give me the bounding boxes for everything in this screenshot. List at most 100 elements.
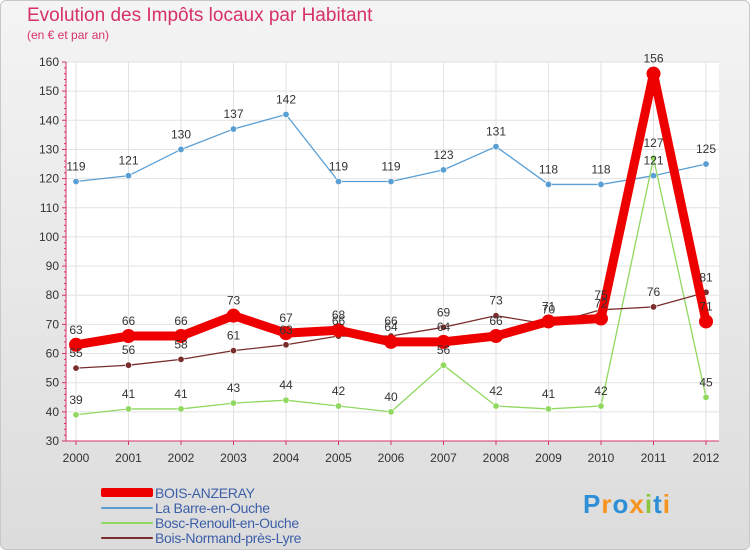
- data-label-0: 72: [594, 297, 608, 311]
- data-point-1: [125, 172, 133, 180]
- data-point-1: [649, 172, 657, 180]
- data-point-2: [177, 405, 185, 413]
- y-tick-label: 60: [46, 347, 60, 361]
- data-label-3: 75: [594, 288, 608, 302]
- data-label-3: 66: [384, 314, 398, 328]
- data-point-2: [282, 396, 290, 404]
- data-label-0: 64: [384, 320, 398, 334]
- chart-title: Evolution des Impôts locaux par Habitant: [27, 5, 373, 26]
- logo-letter: t: [653, 489, 663, 519]
- data-label-1: 119: [66, 160, 85, 174]
- data-point-1: [544, 180, 552, 188]
- data-point-1: [72, 178, 80, 186]
- data-label-2: 41: [542, 387, 556, 401]
- data-label-3: 58: [174, 337, 188, 351]
- data-label-0: 68: [332, 308, 346, 322]
- y-tick-label: 150: [39, 84, 59, 98]
- data-point-0: [594, 311, 608, 326]
- data-point-3: [649, 303, 657, 311]
- x-tick-label: 2003: [220, 451, 247, 465]
- data-label-2: 40: [384, 390, 398, 404]
- data-point-2: [230, 399, 238, 407]
- x-tick-label: 2006: [378, 451, 405, 465]
- data-point-3: [177, 355, 185, 363]
- data-label-1: 137: [223, 107, 243, 121]
- y-tick-label: 120: [39, 172, 59, 186]
- legend-label: La Barre-en-Ouche: [155, 499, 270, 516]
- data-label-1: 121: [118, 154, 138, 168]
- x-tick-label: 2009: [535, 451, 562, 465]
- data-label-1: 123: [433, 148, 453, 162]
- data-label-3: 63: [279, 323, 293, 337]
- data-point-0: [279, 326, 293, 341]
- data-point-0: [436, 334, 451, 349]
- y-tick-label: 160: [39, 55, 59, 69]
- data-label-3: 73: [489, 294, 503, 308]
- data-point-3: [492, 312, 500, 320]
- data-label-0: 156: [643, 52, 663, 66]
- legend-label: BOIS-ANZERAY: [155, 484, 255, 501]
- data-point-0: [226, 308, 241, 323]
- data-point-2: [649, 154, 657, 162]
- legend-label: Bosc-Renoult-en-Ouche: [155, 514, 299, 531]
- data-label-1: 119: [381, 160, 400, 174]
- x-tick-label: 2012: [693, 451, 720, 465]
- legend-item: BOIS-ANZERAY: [101, 484, 301, 501]
- plot-area: [66, 62, 719, 441]
- data-label-3: 81: [699, 270, 713, 284]
- data-point-2: [702, 393, 710, 401]
- y-tick-label: 130: [39, 142, 59, 156]
- y-tick-label: 50: [46, 376, 60, 390]
- data-label-1: 118: [591, 162, 610, 176]
- chart-subtitle: (en € et par an): [27, 28, 110, 42]
- legend-item: Bosc-Renoult-en-Ouche: [101, 514, 301, 531]
- data-label-1: 121: [643, 154, 663, 168]
- logo-letter: r: [601, 489, 613, 519]
- data-point-2: [492, 402, 500, 410]
- data-point-3: [72, 364, 80, 372]
- data-point-1: [334, 178, 342, 186]
- data-point-0: [541, 314, 556, 329]
- data-label-2: 39: [69, 393, 83, 407]
- data-label-1: 118: [539, 162, 558, 176]
- data-point-2: [387, 408, 395, 416]
- data-label-3: 69: [437, 305, 451, 319]
- data-point-3: [439, 323, 447, 331]
- data-label-1: 130: [171, 127, 191, 141]
- data-point-0: [331, 323, 346, 338]
- x-tick-label: 2008: [483, 451, 510, 465]
- data-point-0: [384, 334, 398, 349]
- data-label-3: 61: [227, 329, 241, 343]
- data-label-0: 67: [279, 311, 293, 325]
- data-label-2: 42: [332, 384, 346, 398]
- data-label-0: 63: [69, 323, 83, 337]
- data-label-2: 41: [174, 387, 188, 401]
- data-label-3: 66: [332, 314, 346, 328]
- data-point-3: [282, 341, 290, 349]
- x-tick-label: 2005: [325, 451, 352, 465]
- data-point-0: [646, 66, 661, 81]
- logo-letter: o: [612, 489, 630, 519]
- data-point-0: [489, 329, 503, 344]
- data-label-2: 44: [279, 378, 293, 392]
- x-tick-label: 2010: [588, 451, 615, 465]
- data-point-2: [544, 405, 552, 413]
- data-point-2: [125, 405, 133, 413]
- legend-swatch: [101, 488, 153, 497]
- data-point-1: [230, 125, 238, 133]
- data-label-0: 66: [489, 314, 503, 328]
- x-tick-label: 2007: [430, 451, 457, 465]
- data-label-2: 56: [437, 343, 451, 357]
- data-label-2: 127: [643, 136, 663, 150]
- logo-letter: P: [583, 489, 602, 519]
- data-label-2: 43: [227, 381, 241, 395]
- y-tick-label: 90: [46, 259, 60, 273]
- data-label-1: 131: [486, 125, 506, 139]
- logo-letter: x: [629, 489, 645, 519]
- x-tick-label: 2011: [641, 451, 667, 465]
- data-label-2: 45: [699, 375, 713, 389]
- chart-legend: BOIS-ANZERAY La Barre-en-Ouche Bosc-Renoul…: [101, 484, 301, 546]
- data-point-1: [597, 180, 605, 188]
